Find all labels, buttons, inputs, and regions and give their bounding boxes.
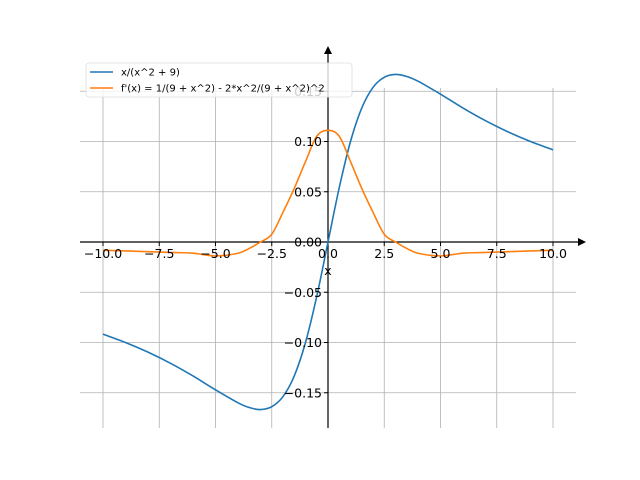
x-tick-label-1: −7.5 [144,246,174,261]
y-tick-label-5: 0.10 [294,134,322,149]
x-tick-label-3: −2.5 [257,246,287,261]
axes [80,46,586,428]
legend-label-1: f'(x) = 1/(9 + x^2) - 2*x^2/(9 + x^2)^2 [121,84,325,95]
x-tick-label-6: 5.0 [431,246,451,261]
x-tick-label-8: 10.0 [539,246,567,261]
series-line-1 [102,129,554,257]
y-tick-label-4: 0.05 [294,184,322,199]
x-tick-label-4: 0.0 [318,246,338,261]
x-tick-label-5: 2.5 [374,246,394,261]
x-tick-label-2: −5.0 [200,246,230,261]
y-axis-arrow-icon [324,46,332,54]
y-tick-label-2: −0.05 [284,285,322,300]
series-layer [102,73,554,411]
y-tick-label-0: −0.15 [284,385,322,400]
series-line-0 [102,73,554,411]
legend: x/(x^2 + 9) f'(x) = 1/(9 + x^2) - 2*x^2/(… [85,62,353,98]
x-tick-label-7: 7.5 [487,246,507,261]
x-axis-label: x [324,263,331,278]
y-tick-label-1: −0.10 [284,335,322,350]
y-tick-label-3: 0.00 [294,235,322,250]
legend-label-0: x/(x^2 + 9) [121,68,180,79]
x-axis-arrow-icon [578,238,586,246]
x-tick-label-0: −10.0 [84,246,122,261]
legend-box [85,62,353,98]
